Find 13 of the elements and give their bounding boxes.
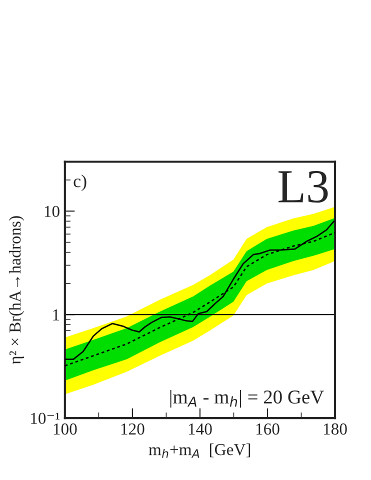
y-tick-label: 1 <box>53 309 60 320</box>
x-tick-label: 140 <box>188 423 212 435</box>
annotation: |m$_{A}$ - m$_{h}$| = 20 GeV <box>170 390 324 408</box>
y-tick-label: 10⁻¹ <box>31 412 60 424</box>
x-tick-label: 100 <box>54 423 77 435</box>
y-axis-title: η² × Br(hA→hadrons) <box>8 216 24 364</box>
x-tick-label: 120 <box>121 423 144 435</box>
annotation: L3 <box>278 170 328 203</box>
x-tick-label: 180 <box>324 423 347 435</box>
x-tick-label: 160 <box>256 423 280 435</box>
annotation: c) <box>74 174 86 191</box>
x-axis-title: m$_{h}$+m$_{A}$ [GeV] <box>148 444 250 458</box>
y-tick-label: 10 <box>44 206 60 218</box>
